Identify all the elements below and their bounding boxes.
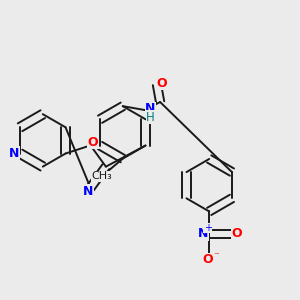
Text: O: O bbox=[231, 227, 242, 240]
Text: +: + bbox=[204, 223, 212, 233]
Text: N: N bbox=[198, 227, 208, 240]
Text: CH₃: CH₃ bbox=[92, 171, 112, 182]
Text: N: N bbox=[83, 184, 93, 198]
Text: H: H bbox=[146, 111, 155, 124]
Text: O: O bbox=[157, 76, 167, 90]
Text: O: O bbox=[202, 254, 213, 266]
Text: N: N bbox=[9, 147, 20, 160]
Text: N: N bbox=[145, 102, 156, 115]
Text: O: O bbox=[88, 136, 98, 149]
Text: ⁻: ⁻ bbox=[213, 252, 219, 262]
